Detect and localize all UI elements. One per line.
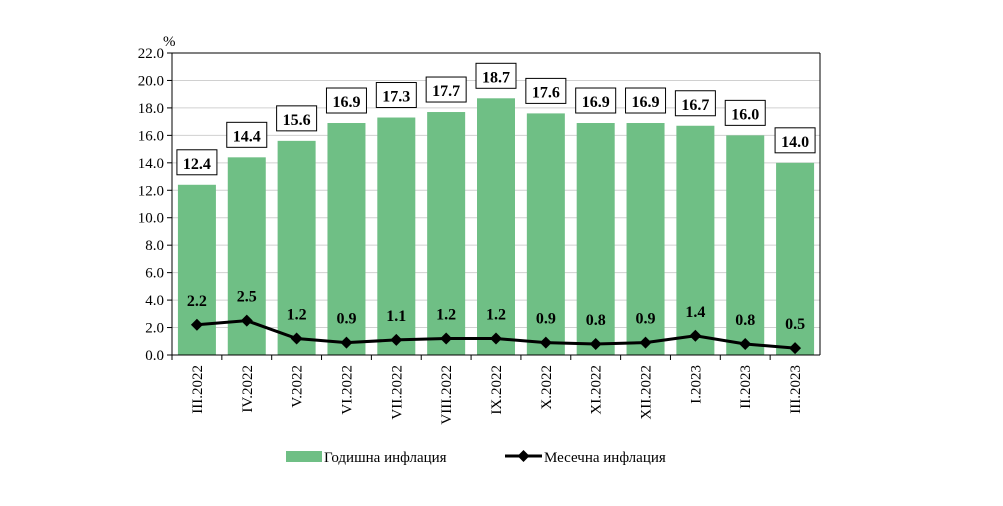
y-tick-label: 10.0 [138,211,164,227]
y-tick-label: 0.0 [145,348,164,364]
x-tick-label: IV.2022 [240,365,256,413]
bar-label-box [575,87,617,114]
bar-label: 17.7 [432,83,460,100]
bar-label-box [625,87,667,114]
legend-swatch-annual [286,451,322,462]
bar-label: 12.4 [183,156,211,173]
point-label: 0.8 [735,312,755,329]
monthly-point [539,336,552,349]
monthly-point [689,329,702,342]
x-tick-label: VI.2022 [339,365,355,415]
point-label: 1.2 [436,307,456,324]
x-tick-label: I.2023 [688,365,704,404]
bar-label-box [724,99,766,126]
x-tick-label: V.2022 [290,365,306,408]
x-tick-label: XI.2022 [589,365,605,415]
bar-annual [477,98,515,356]
x-tick-label: VII.2022 [389,365,405,420]
monthly-point [639,336,652,349]
point-label: 1.2 [287,307,307,324]
bar-label-box [176,149,218,176]
bar-label: 15.6 [283,112,311,129]
bar-annual [626,123,665,355]
x-tick-label: II.2023 [738,365,754,409]
legend-label-annual: Годишна инфлация [324,450,447,466]
bar-annual [726,135,765,355]
monthly-point [240,314,253,327]
monthly-point [340,336,353,349]
bar-label-box [276,105,318,132]
bar-label-box [226,121,268,148]
y-axis-unit: % [163,34,176,50]
bar-label-box [525,77,567,104]
y-tick-label: 20.0 [138,73,164,89]
bars-annual: 12.4 14.4 15.6 16.9 17.3 17.7 18.7 17.6 16.9 16.9… [176,62,816,356]
bar-annual [327,123,366,355]
x-tick-label: VIII.2022 [439,365,455,425]
y-tick-label: 14.0 [138,156,164,172]
bar-label: 18.7 [482,69,510,86]
monthly-point [390,333,403,346]
legend-swatch-monthly-marker [517,450,530,462]
monthly-point [739,338,752,351]
bar-annual [526,113,565,356]
monthly-point [290,332,303,345]
bar-label: 16.9 [332,94,360,111]
x-tick-label: III.2022 [190,365,206,414]
y-tick-label: 8.0 [145,238,164,254]
point-label: 0.9 [336,311,356,328]
y-tick-label: 16.0 [138,128,164,144]
legend: Годишна инфлация Месечна инфлация [286,450,666,466]
bar-label: 14.4 [233,128,261,145]
y-tick-label: 2.0 [145,321,164,337]
point-label: 1.1 [386,308,406,325]
monthly-point [589,338,602,351]
axes: 0.0 2.0 4.0 6.0 8.0 10.0 12.0 14.0 16.0 18.0 20.0 2… [138,46,821,425]
bar-label-box [674,90,716,117]
legend-label-monthly: Месечна инфлация [544,450,666,466]
bar-label: 17.6 [532,84,560,101]
point-label: 2.5 [237,289,257,306]
bar-label-box [325,87,367,114]
bar-label: 16.7 [681,97,709,114]
monthly-point [190,318,203,331]
bar-annual [776,162,815,355]
point-label: 0.9 [636,311,656,328]
bar-label: 17.3 [382,89,410,106]
x-tick-label: X.2022 [539,365,555,410]
y-tick-label: 12.0 [138,183,164,199]
bar-label-box [375,82,417,109]
bar-annual [576,123,615,355]
bar-label: 14.0 [781,134,809,151]
bar-annual [427,112,466,355]
bar-annual [377,117,416,355]
point-label: 0.8 [586,312,606,329]
y-tick-label: 6.0 [145,266,164,282]
y-tick-label: 4.0 [145,293,164,309]
x-tick-label: III.2023 [788,365,804,414]
bar-label: 16.9 [582,94,610,111]
bar-label-box [425,76,467,103]
x-tick-label: IX.2022 [489,365,505,415]
y-tick-label: 22.0 [138,46,164,62]
monthly-point [440,332,453,345]
bar-label-box [475,62,517,89]
x-tick-label: XII.2022 [639,365,655,420]
monthly-point [789,342,802,355]
bar-annual [676,125,715,355]
point-label: 1.2 [486,307,506,324]
point-label: 2.2 [187,293,207,310]
point-label: 0.5 [785,316,805,333]
point-label: 1.4 [685,304,705,321]
bar-label-box [774,127,816,154]
bar-annual [277,140,316,355]
point-label: 0.9 [536,311,556,328]
bar-label: 16.9 [632,94,660,111]
monthly-point [490,332,502,345]
y-tick-label: 18.0 [138,101,164,117]
bar-label: 16.0 [731,106,759,123]
line-monthly: 2.2 2.5 1.2 0.9 1.1 1.2 1.2 0.9 0.8 0.9 1.4 0.8 0.5 [187,289,805,355]
